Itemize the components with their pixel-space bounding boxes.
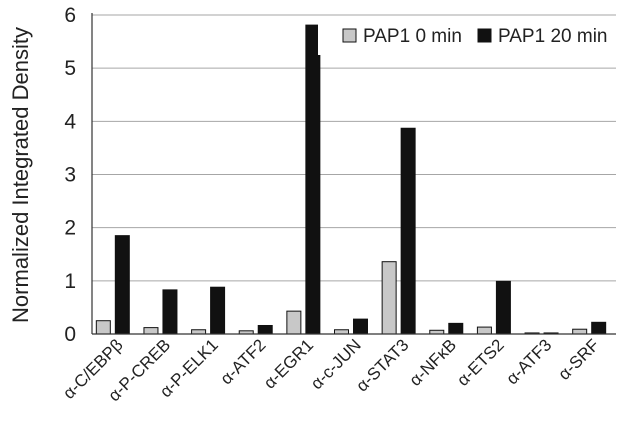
bar-pap1-20min <box>114 235 130 335</box>
y-tick-label: 3 <box>64 164 76 187</box>
bar-pap1-20min <box>210 286 226 335</box>
bar-pap1-0min <box>286 310 302 335</box>
y-tick-label: 2 <box>64 217 76 240</box>
bar-pap1-0min <box>572 328 588 335</box>
y-tick-label: 6 <box>64 4 76 27</box>
x-tick-label: α-STAT3 <box>352 335 412 395</box>
y-axis-title: Normalized Integrated Density <box>8 27 33 323</box>
bar-pap1-0min <box>381 261 397 335</box>
x-tick-labels: α-C/EBPβα-P-CREBα-P-ELK1α-ATF2α-EGR1α-c-… <box>59 335 603 405</box>
bar-pap1-20min <box>257 324 273 335</box>
y-tick-label: 0 <box>64 323 76 346</box>
legend: PAP1 0 min PAP1 20 min <box>318 17 613 55</box>
bar-pap1-20min <box>162 289 178 335</box>
bar-pap1-20min <box>495 280 511 335</box>
bar-pap1-20min <box>353 318 368 335</box>
bar-pap1-0min <box>143 327 159 335</box>
x-tick-label: α-ATF3 <box>502 335 555 388</box>
bar-pap1-20min <box>591 321 607 335</box>
bar-pap1-0min <box>334 329 349 335</box>
bar-pap1-20min <box>305 24 321 335</box>
legend-swatch <box>477 28 492 43</box>
gridlines <box>92 14 616 282</box>
x-tick-label: α-NFκB <box>406 335 460 389</box>
bar-pap1-0min <box>476 326 492 335</box>
bar-pap1-0min <box>191 329 207 335</box>
axes <box>91 13 616 335</box>
legend-label: PAP1 0 min <box>363 26 462 47</box>
legend-swatch <box>342 28 357 43</box>
bar-pap1-20min <box>448 322 464 335</box>
bars <box>95 24 607 335</box>
legend-background <box>318 17 613 55</box>
y-tick-label: 4 <box>64 110 76 133</box>
y-tick-label: 1 <box>64 270 76 293</box>
y-tick-labels: 0 1 2 3 4 5 6 <box>64 4 76 346</box>
x-tick-label: α-EGR1 <box>260 335 317 392</box>
x-tick-label: α-ETS2 <box>453 335 507 389</box>
bar-pap1-0min <box>95 320 111 335</box>
legend-label: PAP1 20 min <box>498 26 607 47</box>
bar-pap1-20min <box>400 127 416 335</box>
x-tick-label: α-SRF <box>555 335 603 383</box>
y-tick-label: 5 <box>64 57 76 80</box>
